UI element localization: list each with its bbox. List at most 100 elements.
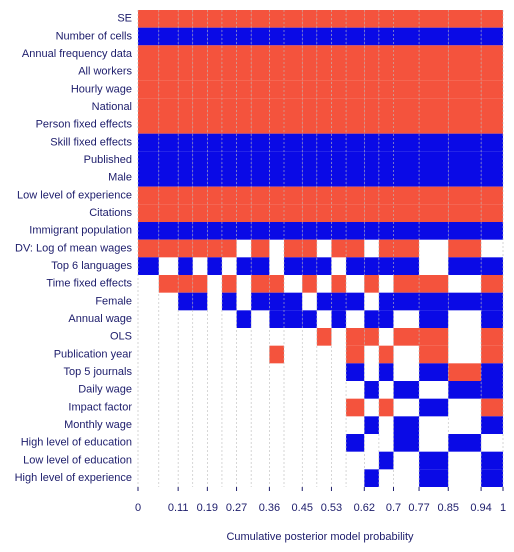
model-cell [159,310,178,328]
model-cell [207,98,222,116]
model-cell [481,310,503,328]
model-cell [419,186,449,205]
model-cell [419,416,448,434]
model-cell [222,363,237,381]
model-cell [448,275,481,293]
row-label: Monthly wage [64,419,132,431]
x-tick-label: 0.53 [321,502,342,514]
model-cell [192,27,208,46]
model-cell [138,257,159,275]
model-cell [302,416,317,434]
model-cell [138,186,159,205]
model-cell [138,381,159,399]
model-cell [393,434,420,452]
model-cell [284,186,303,205]
model-cell [237,469,252,487]
model-cell [346,381,364,399]
model-cell [221,151,237,169]
model-cell [159,346,178,364]
model-cell [193,416,208,434]
model-cell [269,116,284,134]
model-cell [222,328,237,346]
model-cell [221,116,237,134]
model-cell [346,45,365,63]
model-cell [178,434,193,452]
row-label: Immigrant population [29,225,132,237]
model-cell [251,399,269,417]
model-cell [284,169,303,187]
model-cell [331,363,346,381]
model-cell [269,310,284,328]
model-cell [269,63,284,81]
row-label: National [92,101,132,113]
model-cell [346,469,364,487]
model-cell [419,222,449,240]
model-cell [302,293,317,311]
model-cell [448,452,481,470]
model-cell [138,169,159,187]
row-label: Publication year [54,348,133,360]
row-label: Annual wage [68,313,132,325]
model-cell [284,133,303,152]
model-cell [481,116,503,134]
model-cell [251,151,270,169]
row-label: High level of experience [15,472,132,484]
model-cell [207,310,222,328]
model-cell [138,293,159,311]
model-cell [481,80,503,99]
model-cell [178,310,193,328]
model-cell [331,133,347,152]
model-cell [207,204,222,222]
model-cell [346,328,365,346]
model-cell [331,204,347,222]
model-cell [331,399,346,417]
model-cell [237,240,252,258]
model-cell [346,416,364,434]
row-label: OLS [110,331,132,343]
model-cell [158,239,179,258]
model-cell [393,416,420,434]
model-cell [394,399,420,417]
model-cell [317,399,332,417]
model-cell [378,63,394,81]
model-cell [302,133,317,152]
model-cell [158,151,179,169]
model-cell [379,469,394,487]
model-cell [251,204,270,222]
model-cell [269,381,284,399]
model-cell [364,98,379,116]
model-cell [481,345,503,364]
x-tick-label: 0.94 [470,502,491,514]
model-cell [158,45,179,63]
model-cell [237,452,252,470]
model-cell [178,239,193,258]
model-cell [237,381,252,399]
model-cell [481,451,503,470]
x-tick-label: 0.36 [259,502,280,514]
model-cell [193,452,208,470]
model-cell [159,363,178,381]
model-cell [269,80,284,99]
model-cell [378,10,394,28]
model-cell [236,257,252,275]
model-cell [364,363,379,381]
model-cell [481,240,503,258]
model-cell [346,116,365,134]
model-cell [302,275,317,293]
row-label: Time fixed effects [46,278,132,290]
model-cell [317,363,332,381]
model-cell [269,399,284,417]
model-cell [302,452,317,470]
model-cell [207,222,222,240]
model-cell [448,151,482,169]
model-cell [207,469,222,487]
model-cell [378,222,394,240]
x-axis-label: Cumulative posterior model probability [226,531,414,543]
model-cell [419,257,448,275]
model-cell [448,416,481,434]
model-cell [393,222,420,240]
row-label: SE [117,13,132,25]
model-cell [317,381,332,399]
model-cell [481,27,503,46]
model-cell [158,222,179,240]
